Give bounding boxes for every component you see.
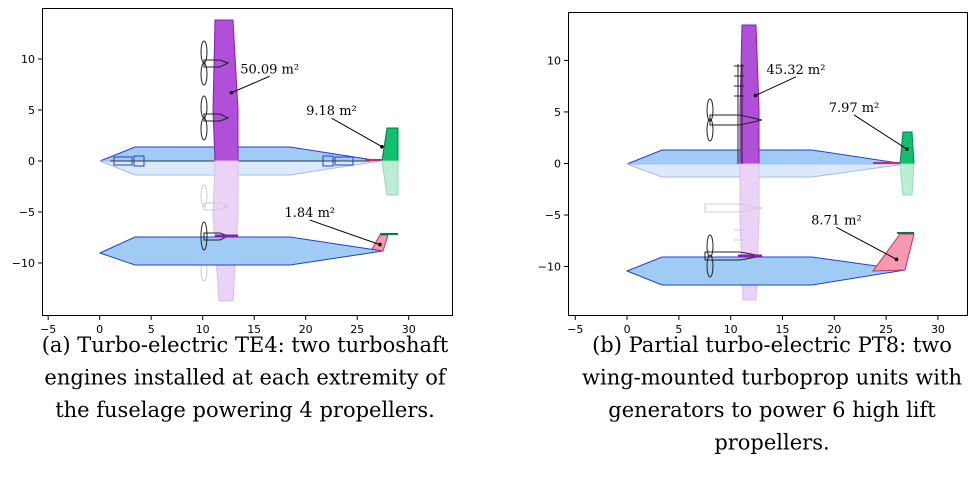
x-tick-label: 20 xyxy=(299,323,313,336)
x-tick-label: 5 xyxy=(148,323,155,336)
x-tick-label: −5 xyxy=(567,323,583,336)
annotation-point xyxy=(894,257,899,262)
caption-line: propellers. xyxy=(714,431,829,455)
y-tick-label: −5 xyxy=(19,206,35,219)
x-tick-label: 5 xyxy=(675,323,682,336)
x-tick-label: 20 xyxy=(827,323,841,336)
y-tick-label: −10 xyxy=(12,257,35,270)
area-label: 50.09 m² xyxy=(240,62,299,77)
y-tick-label: 5 xyxy=(28,104,35,117)
x-tick-label: 25 xyxy=(879,323,893,336)
annotation-point xyxy=(229,90,234,95)
caption-line: (a) Turbo-electric TE4: two turboshaft xyxy=(42,333,449,357)
x-tick-label: 30 xyxy=(931,323,945,336)
leader-line xyxy=(309,219,381,246)
annotation-point xyxy=(380,144,384,149)
x-tick-label: 10 xyxy=(724,323,738,336)
leader-line xyxy=(231,75,270,94)
area-label: 9.18 m² xyxy=(306,104,357,119)
area-label: 45.32 m² xyxy=(767,63,826,78)
y-tick-label: 5 xyxy=(554,106,561,119)
area-label: 8.71 m² xyxy=(811,213,862,228)
leader-line xyxy=(836,226,897,260)
caption-line: wing-mounted turboprop units with xyxy=(582,366,962,390)
y-tick-label: −5 xyxy=(545,209,561,222)
aircraft-pt8 xyxy=(625,24,915,301)
caption-line: generators to power 6 high lift xyxy=(608,398,936,422)
x-tick-label: 15 xyxy=(776,323,790,336)
x-tick-label: 25 xyxy=(350,323,364,336)
caption-line: the fuselage powering 4 propellers. xyxy=(55,398,435,422)
annotation-point xyxy=(753,93,758,98)
y-tick-label: 10 xyxy=(547,54,561,67)
x-tick-label: 0 xyxy=(624,323,631,336)
y-tick-label: 10 xyxy=(21,53,35,66)
y-tick-label: 0 xyxy=(28,155,35,168)
annotation-point xyxy=(905,147,909,151)
plot-frame xyxy=(42,8,453,316)
x-tick-label: 15 xyxy=(247,323,261,336)
x-tick-label: 10 xyxy=(196,323,210,336)
area-label: 1.84 m² xyxy=(285,206,336,221)
y-tick-label: 0 xyxy=(554,157,561,170)
x-tick-label: 0 xyxy=(96,323,103,336)
x-tick-label: 30 xyxy=(402,323,416,336)
annotation-point xyxy=(378,242,382,247)
leader-line xyxy=(331,117,383,148)
caption-line: (b) Partial turbo-electric PT8: two xyxy=(592,333,952,357)
leader-line xyxy=(755,76,797,96)
leader-line xyxy=(853,114,908,150)
y-tick-label: −10 xyxy=(538,261,561,274)
aircraft-te4 xyxy=(98,19,399,302)
caption-line: engines installed at each extremity of xyxy=(44,366,447,390)
area-label: 7.97 m² xyxy=(829,101,880,116)
x-tick-label: −5 xyxy=(40,323,56,336)
